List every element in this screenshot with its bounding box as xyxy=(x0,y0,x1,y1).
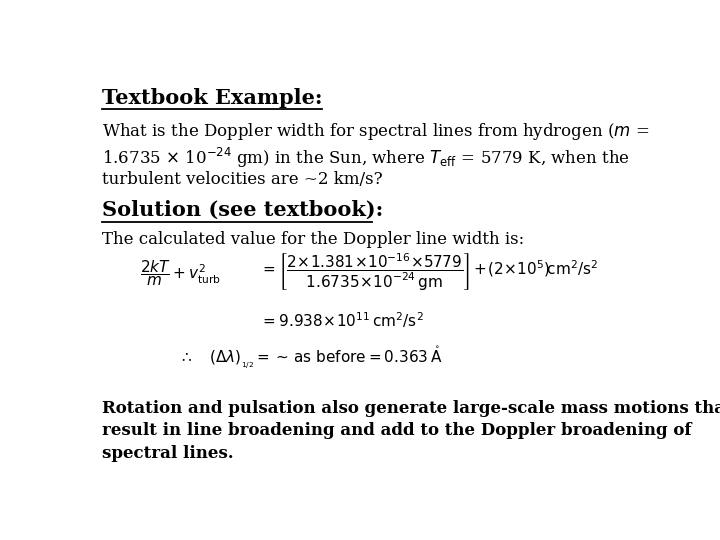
Text: $\dfrac{2kT}{m} + v^2_{\mathrm{turb}}$: $\dfrac{2kT}{m} + v^2_{\mathrm{turb}}$ xyxy=(140,258,221,288)
Text: $= \left[\dfrac{2\!\times\!1.381\!\times\!10^{-16}\!\times\!5779}{1.6735\!\times: $= \left[\dfrac{2\!\times\!1.381\!\times… xyxy=(260,252,598,293)
Text: $= 9.938\!\times\!10^{11}\,\mathrm{cm}^2/\mathrm{s}^2$: $= 9.938\!\times\!10^{11}\,\mathrm{cm}^2… xyxy=(260,310,424,330)
Text: 1.6735 $\times$ 10$^{-24}$ gm) in the Sun, where $T_\mathrm{eff}$ = 5779 K, when: 1.6735 $\times$ 10$^{-24}$ gm) in the Su… xyxy=(102,146,630,170)
Text: Rotation and pulsation also generate large-scale mass motions that
result in lin: Rotation and pulsation also generate lar… xyxy=(102,400,720,462)
Text: Solution (see textbook):: Solution (see textbook): xyxy=(102,200,384,220)
Text: $\therefore\quad (\Delta\lambda)_{_{1/2}} = {\sim}\,\mathrm{as\ before} = 0.363\: $\therefore\quad (\Delta\lambda)_{_{1/2}… xyxy=(179,345,443,372)
Text: The calculated value for the Doppler line width is:: The calculated value for the Doppler lin… xyxy=(102,231,525,248)
Text: What is the Doppler width for spectral lines from hydrogen ($m$ =: What is the Doppler width for spectral l… xyxy=(102,121,649,142)
Text: Textbook Example:: Textbook Example: xyxy=(102,87,323,107)
Text: turbulent velocities are ~2 km/s?: turbulent velocities are ~2 km/s? xyxy=(102,171,383,188)
